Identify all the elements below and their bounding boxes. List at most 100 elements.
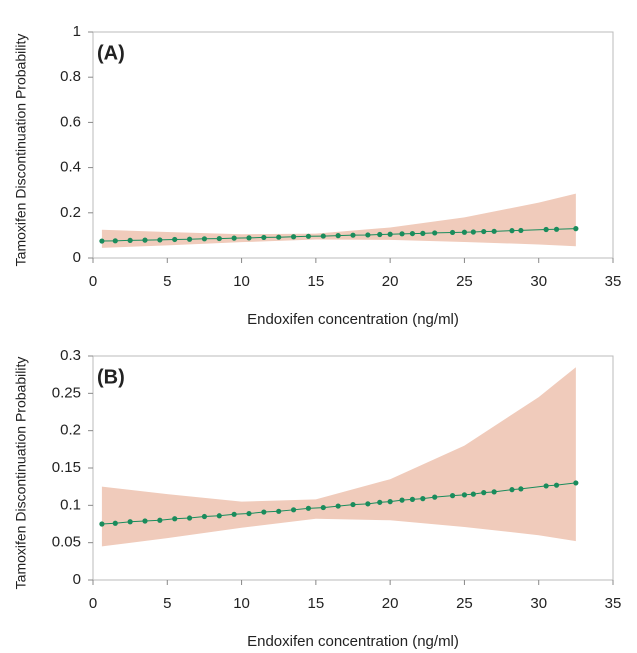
x-axis-label: Endoxifen concentration (ng/ml) xyxy=(247,633,459,650)
data-point xyxy=(290,234,297,240)
data-point xyxy=(432,494,438,500)
data-point xyxy=(231,511,237,517)
data-point xyxy=(350,501,356,508)
data-point xyxy=(553,226,560,232)
data-point xyxy=(543,483,549,489)
x-tick-label: 0 xyxy=(89,273,97,290)
data-point xyxy=(553,482,560,488)
data-point xyxy=(276,508,282,514)
data-point xyxy=(157,517,163,523)
data-point xyxy=(305,505,312,511)
data-point xyxy=(399,231,405,237)
data-point xyxy=(365,501,371,507)
x-axis-label: Endoxifen concentration (ng/ml) xyxy=(247,311,459,328)
y-tick-label: 0 xyxy=(73,571,81,588)
data-point xyxy=(186,236,193,242)
data-point xyxy=(543,226,549,233)
data-point xyxy=(509,228,515,234)
y-tick-label: 0.2 xyxy=(60,422,81,439)
data-point xyxy=(420,230,426,236)
data-point xyxy=(377,499,383,505)
data-point xyxy=(201,236,208,242)
data-point xyxy=(518,227,524,234)
x-tick-label: 35 xyxy=(605,273,622,290)
data-point xyxy=(399,497,405,503)
panel-label: (A) xyxy=(97,42,125,64)
data-point xyxy=(335,503,341,509)
x-tick-label: 5 xyxy=(163,273,171,290)
data-point xyxy=(290,507,297,513)
data-point xyxy=(409,230,416,237)
data-point xyxy=(449,229,456,236)
data-point xyxy=(216,235,222,242)
data-point xyxy=(201,513,208,520)
x-tick-label: 20 xyxy=(382,273,399,290)
plot-frame xyxy=(92,31,614,259)
y-axis-label: Tamoxifen Discontinuation Probability xyxy=(13,34,29,267)
y-tick-label: 0.15 xyxy=(52,459,81,476)
x-tick-label: 10 xyxy=(233,595,250,612)
data-point xyxy=(461,492,468,498)
y-tick-label: 0 xyxy=(73,249,81,266)
data-point xyxy=(142,237,148,243)
data-point xyxy=(157,237,163,243)
data-point xyxy=(172,236,178,243)
data-point xyxy=(186,515,193,521)
data-point xyxy=(320,504,326,511)
data-point xyxy=(470,229,476,235)
data-point xyxy=(99,521,105,527)
data-point xyxy=(261,509,267,515)
x-tick-label: 25 xyxy=(456,273,473,290)
data-point xyxy=(112,238,118,244)
data-point xyxy=(350,232,356,238)
data-point xyxy=(387,231,393,237)
x-tick-label: 35 xyxy=(605,595,622,612)
confidence-band xyxy=(101,367,576,547)
y-tick-label: 0.1 xyxy=(60,496,81,513)
data-point xyxy=(365,232,371,238)
y-tick-label: 0.6 xyxy=(60,113,81,130)
data-point xyxy=(246,235,252,241)
data-point xyxy=(387,499,393,505)
y-tick-label: 0.05 xyxy=(52,534,81,551)
y-tick-label: 0.25 xyxy=(52,384,81,401)
data-point xyxy=(481,228,487,235)
data-point xyxy=(491,489,497,495)
data-point xyxy=(518,486,524,492)
x-tick-label: 0 xyxy=(89,595,97,612)
data-point xyxy=(491,228,497,234)
y-tick-label: 1 xyxy=(73,23,81,40)
data-point xyxy=(432,230,438,236)
x-tick-label: 20 xyxy=(382,595,399,612)
data-point xyxy=(276,234,282,240)
panel-label: (B) xyxy=(97,366,125,388)
data-point xyxy=(481,490,487,496)
data-point xyxy=(461,229,468,235)
data-point xyxy=(509,487,515,493)
x-tick-label: 25 xyxy=(456,595,473,612)
data-point xyxy=(335,233,341,239)
data-point xyxy=(449,493,456,499)
x-tick-label: 15 xyxy=(308,273,325,290)
y-tick-label: 0.2 xyxy=(60,204,81,221)
data-point xyxy=(142,518,148,524)
x-tick-label: 30 xyxy=(530,273,547,290)
data-point xyxy=(99,238,105,244)
x-tick-label: 5 xyxy=(163,595,171,612)
x-tick-label: 30 xyxy=(530,595,547,612)
y-axis-label: Tamoxifen Discontinuation Probability xyxy=(13,357,29,590)
data-point xyxy=(127,519,133,525)
data-point xyxy=(231,235,237,241)
data-point xyxy=(573,226,579,232)
x-tick-label: 10 xyxy=(233,273,250,290)
data-point xyxy=(409,496,416,502)
data-point xyxy=(420,496,426,502)
data-point xyxy=(470,491,476,497)
y-tick-label: 0.4 xyxy=(60,159,81,176)
data-point xyxy=(261,234,267,241)
data-point xyxy=(246,510,252,517)
x-tick-label: 15 xyxy=(308,595,325,612)
data-point xyxy=(320,233,326,239)
data-point xyxy=(112,520,118,526)
